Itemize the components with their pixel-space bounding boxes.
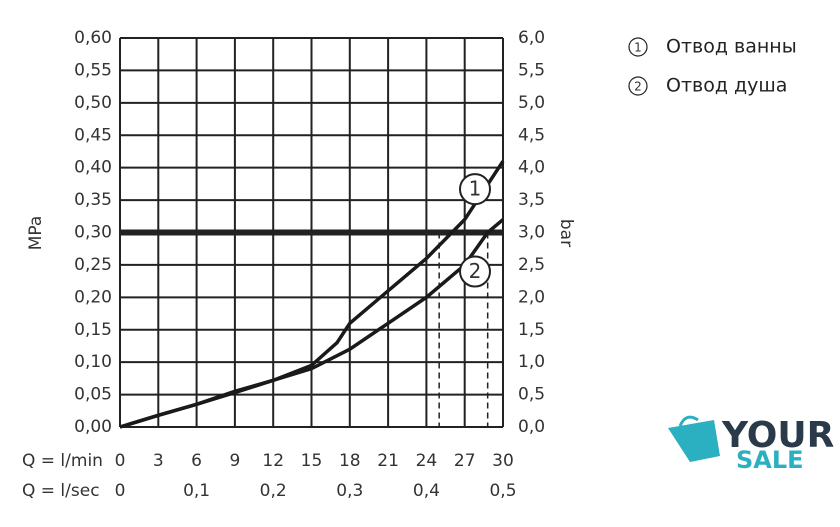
- x2-tick-label: 0,4: [413, 481, 440, 501]
- y-tick-label: 0,50: [74, 93, 112, 113]
- watermark-text: YOUR: [721, 415, 834, 456]
- y-tick-label: 0,15: [74, 320, 112, 340]
- y2-tick-label: 3,0: [518, 223, 545, 243]
- watermark: YOUR SALE: [668, 415, 834, 474]
- x-tick-label: 15: [301, 451, 323, 471]
- curve-label-circle: [459, 173, 491, 206]
- x-tick-label: 6: [191, 451, 202, 471]
- y-tick-label: 0,60: [74, 28, 112, 48]
- y2-tick-label: 3,5: [518, 190, 545, 210]
- x-tick-label: 12: [262, 451, 284, 471]
- x2-tick-label: 0: [115, 481, 126, 501]
- y-axis-label: MPa: [26, 216, 46, 251]
- x-tick-label: 30: [492, 451, 514, 471]
- x2-tick-label: 0,5: [489, 481, 516, 501]
- y-tick-label: 0,25: [74, 255, 112, 275]
- x-tick-label: 27: [454, 451, 476, 471]
- y2-tick-label: 5,5: [518, 60, 545, 80]
- curve-label: 2: [469, 259, 482, 283]
- y2-tick-label: 2,5: [518, 255, 545, 275]
- legend-label: Отвод душа: [666, 75, 787, 97]
- x-tick-label: 24: [416, 451, 438, 471]
- y2-tick-label: 0,0: [518, 417, 545, 437]
- y-tick-label: 0,05: [74, 385, 112, 405]
- y2-tick-label: 4,0: [518, 158, 545, 178]
- curve-label-circle: [459, 255, 491, 288]
- x-tick-label: 3: [153, 451, 164, 471]
- y-tick-label: 0,10: [74, 352, 112, 372]
- y2-tick-label: 5,0: [518, 93, 545, 113]
- watermark-text: SALE: [736, 446, 804, 474]
- x-tick-label: 18: [339, 451, 361, 471]
- y2-tick-label: 6,0: [518, 28, 545, 48]
- x-tick-label: 9: [229, 451, 240, 471]
- x2-tick-label: 0,2: [260, 481, 287, 501]
- y-tick-label: 0,20: [74, 287, 112, 307]
- legend-symbol: [628, 37, 648, 57]
- y-tick-label: 0,45: [74, 125, 112, 145]
- watermark-icon: [678, 415, 699, 427]
- y2-axis-label: bar: [556, 219, 576, 247]
- curve-label: 1: [469, 177, 482, 201]
- x-tick-label: 0: [115, 451, 126, 471]
- x2-axis-label: Q = l/sec: [22, 481, 100, 501]
- legend-symbol-label: 1: [634, 41, 642, 55]
- y-tick-label: 0,30: [74, 223, 112, 243]
- y-tick-label: 0,55: [74, 60, 112, 80]
- watermark-icon: [668, 420, 720, 462]
- y2-tick-label: 1,5: [518, 320, 545, 340]
- legend-symbol: [628, 76, 648, 96]
- x2-tick-label: 0,1: [183, 481, 210, 501]
- y2-tick-label: 4,5: [518, 125, 545, 145]
- x-tick-label: 21: [377, 451, 399, 471]
- legend-label: Отвод ванны: [666, 36, 797, 58]
- legend-symbol-label: 2: [634, 80, 642, 94]
- y2-tick-label: 1,0: [518, 352, 545, 372]
- x2-tick-label: 0,3: [336, 481, 363, 501]
- y2-tick-label: 2,0: [518, 287, 545, 307]
- y2-tick-label: 0,5: [518, 385, 545, 405]
- x-axis-label: Q = l/min: [22, 451, 103, 471]
- y-tick-label: 0,35: [74, 190, 112, 210]
- y-tick-label: 0,00: [74, 417, 112, 437]
- y-tick-label: 0,40: [74, 158, 112, 178]
